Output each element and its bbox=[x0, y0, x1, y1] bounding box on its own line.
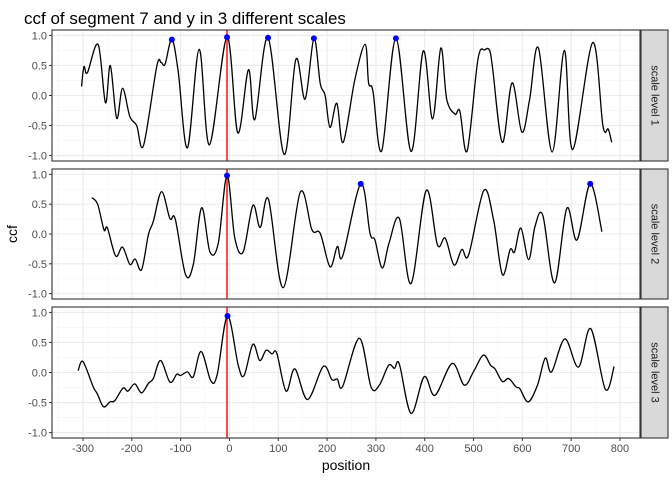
y-tick-label: 0.5 bbox=[32, 199, 47, 211]
x-tick-label: 100 bbox=[269, 443, 287, 455]
facet-panel-3: -1.0 -0.5 0.0 0.5 1.0 scale level 3 bbox=[28, 306, 669, 440]
x-tick-label: 300 bbox=[367, 443, 385, 455]
y-tick-label: -1.0 bbox=[28, 289, 47, 301]
peak-point bbox=[310, 35, 317, 42]
ccf-line bbox=[80, 36, 613, 156]
panel-border bbox=[51, 306, 641, 439]
peak-point bbox=[224, 172, 231, 179]
y-tick-label: 1.0 bbox=[32, 30, 47, 42]
x-tick-label: -200 bbox=[121, 443, 143, 455]
facet-strip bbox=[640, 29, 669, 162]
x-tick-label: 800 bbox=[611, 443, 629, 455]
y-tick-label: -0.5 bbox=[28, 259, 47, 271]
facet-strip bbox=[640, 306, 669, 439]
peak-point bbox=[168, 36, 175, 43]
ccf-line bbox=[77, 315, 615, 415]
y-tick-label: 0.5 bbox=[32, 60, 47, 72]
peak-point bbox=[224, 313, 231, 320]
x-tick-label: -100 bbox=[170, 443, 192, 455]
facet-panel-1: -1.0 -0.5 0.0 0.5 1.0 scale level 1 bbox=[28, 29, 669, 163]
facets: -1.0 -0.5 0.0 0.5 1.0 scale level 1 -1.0 -0.5 0.… bbox=[28, 29, 669, 440]
x-axis-title: position bbox=[322, 457, 370, 473]
ccf-line bbox=[91, 174, 603, 289]
panel-border bbox=[51, 29, 641, 162]
y-tick-label: 0.0 bbox=[32, 368, 47, 380]
facet-strip-label: scale level 2 bbox=[649, 204, 661, 265]
peak-point bbox=[224, 34, 231, 41]
y-tick-label: 0.5 bbox=[32, 337, 47, 349]
x-tick-label: 400 bbox=[416, 443, 434, 455]
x-tick-label: 700 bbox=[562, 443, 580, 455]
y-axis-title: ccf bbox=[4, 225, 20, 243]
x-tick-label: 200 bbox=[318, 443, 336, 455]
y-tick-label: -0.5 bbox=[28, 398, 47, 410]
x-tick-label: 500 bbox=[464, 443, 482, 455]
y-tick-label: -1.0 bbox=[28, 428, 47, 440]
peak-point bbox=[587, 180, 594, 187]
y-tick-label: 1.0 bbox=[32, 307, 47, 319]
facet-strip-label: scale level 3 bbox=[649, 342, 661, 403]
facet-strip-label: scale level 1 bbox=[649, 65, 661, 126]
y-tick-label: -0.5 bbox=[28, 121, 47, 133]
x-tick-label: 600 bbox=[513, 443, 531, 455]
y-tick-label: 0.0 bbox=[32, 229, 47, 241]
y-tick-label: 1.0 bbox=[32, 169, 47, 181]
peak-point bbox=[392, 35, 399, 42]
peak-point bbox=[357, 180, 364, 187]
facet-panel-2: -1.0 -0.5 0.0 0.5 1.0 scale level 2 bbox=[28, 168, 669, 301]
x-tick-label: -300 bbox=[72, 443, 94, 455]
x-tick-label: 0 bbox=[226, 443, 232, 455]
y-tick-label: -1.0 bbox=[28, 151, 47, 163]
y-tick-label: 0.0 bbox=[32, 91, 47, 103]
peak-point bbox=[265, 34, 272, 41]
panel-border bbox=[51, 168, 641, 300]
x-axis: -300 -200 -100 0 100 200 300 400 500 600 700 800 bbox=[72, 438, 629, 455]
chart-title: ccf of segment 7 and y in 3 different sc… bbox=[24, 9, 346, 28]
facet-strip bbox=[640, 168, 669, 300]
